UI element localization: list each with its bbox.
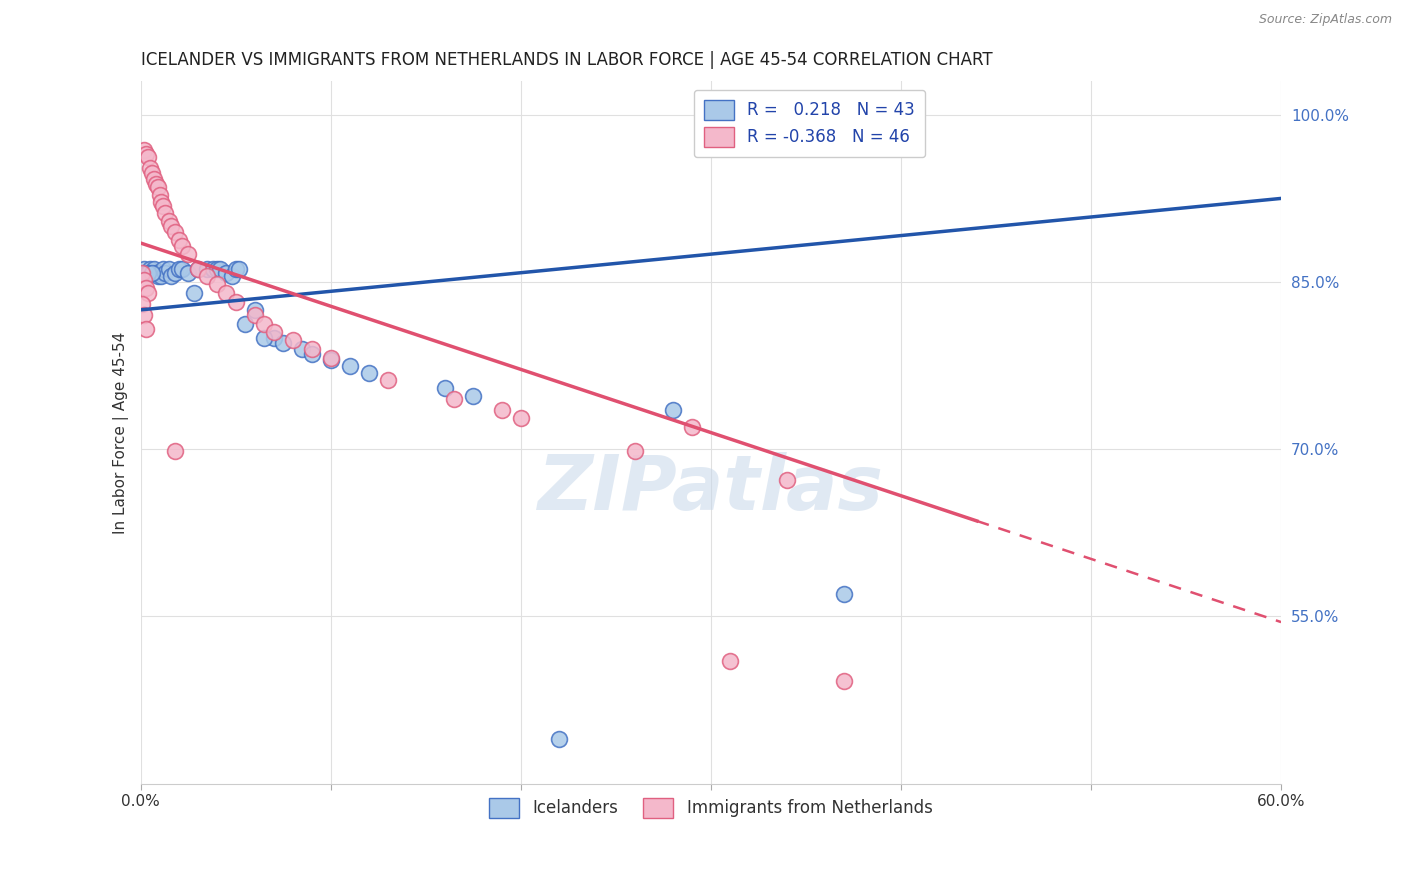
Point	[131, 266, 153, 280]
Point	[547, 732, 569, 747]
Point	[281, 333, 304, 347]
Point	[157, 213, 180, 227]
Point	[148, 266, 170, 280]
Point	[209, 261, 232, 276]
Point	[131, 297, 153, 311]
Point	[776, 474, 799, 488]
Point	[148, 188, 170, 202]
Point	[832, 587, 855, 601]
Point	[233, 318, 256, 332]
Point	[263, 325, 285, 339]
Point	[134, 144, 156, 158]
Point	[243, 309, 266, 323]
Point	[681, 420, 703, 434]
Point	[319, 353, 342, 368]
Point	[135, 266, 157, 280]
Point	[263, 331, 285, 345]
Point	[377, 373, 399, 387]
Point	[509, 411, 531, 425]
Point	[135, 146, 157, 161]
Point	[243, 302, 266, 317]
Point	[301, 347, 323, 361]
Point	[301, 342, 323, 356]
Point	[177, 247, 200, 261]
Point	[662, 403, 685, 417]
Point	[160, 269, 183, 284]
Y-axis label: In Labor Force | Age 45-54: In Labor Force | Age 45-54	[114, 332, 129, 533]
Point	[136, 286, 159, 301]
Point	[146, 269, 169, 284]
Point	[163, 225, 186, 239]
Point	[221, 269, 243, 284]
Point	[136, 266, 159, 280]
Point	[172, 261, 194, 276]
Point	[195, 261, 218, 276]
Point	[357, 367, 380, 381]
Point	[205, 261, 228, 276]
Point	[319, 351, 342, 365]
Point	[271, 336, 294, 351]
Point	[339, 359, 361, 373]
Point	[167, 233, 190, 247]
Point	[205, 277, 228, 292]
Point	[163, 444, 186, 458]
Point	[623, 444, 645, 458]
Point	[145, 177, 167, 191]
Point	[134, 261, 156, 276]
Point	[215, 286, 238, 301]
Point	[142, 172, 165, 186]
Point	[443, 392, 465, 406]
Point	[141, 166, 163, 180]
Point	[135, 280, 157, 294]
Point	[157, 261, 180, 276]
Point	[228, 261, 250, 276]
Point	[225, 295, 247, 310]
Point	[136, 150, 159, 164]
Point	[832, 674, 855, 689]
Point	[215, 266, 238, 280]
Point	[253, 318, 276, 332]
Point	[160, 219, 183, 234]
Point	[139, 261, 162, 276]
Point	[142, 261, 165, 276]
Point	[172, 239, 194, 253]
Point	[253, 331, 276, 345]
Point	[225, 261, 247, 276]
Point	[145, 266, 167, 280]
Point	[463, 389, 485, 403]
Point	[152, 261, 174, 276]
Point	[183, 286, 205, 301]
Point	[177, 266, 200, 280]
Point	[134, 309, 156, 323]
Point	[146, 180, 169, 194]
Point	[163, 266, 186, 280]
Text: ICELANDER VS IMMIGRANTS FROM NETHERLANDS IN LABOR FORCE | AGE 45-54 CORRELATION : ICELANDER VS IMMIGRANTS FROM NETHERLANDS…	[141, 51, 993, 69]
Point	[150, 269, 173, 284]
Text: ZIPatlas: ZIPatlas	[538, 451, 884, 525]
Point	[187, 261, 209, 276]
Point	[141, 266, 163, 280]
Point	[433, 381, 456, 395]
Text: Source: ZipAtlas.com: Source: ZipAtlas.com	[1258, 13, 1392, 27]
Point	[167, 261, 190, 276]
Point	[135, 322, 157, 336]
Point	[291, 342, 314, 356]
Point	[155, 266, 177, 280]
Point	[201, 261, 224, 276]
Point	[195, 269, 218, 284]
Point	[187, 261, 209, 276]
Point	[139, 161, 162, 176]
Point	[718, 654, 741, 668]
Point	[152, 199, 174, 213]
Point	[134, 273, 156, 287]
Point	[150, 194, 173, 209]
Legend: Icelanders, Immigrants from Netherlands: Icelanders, Immigrants from Netherlands	[482, 791, 939, 824]
Point	[491, 403, 513, 417]
Point	[155, 206, 177, 220]
